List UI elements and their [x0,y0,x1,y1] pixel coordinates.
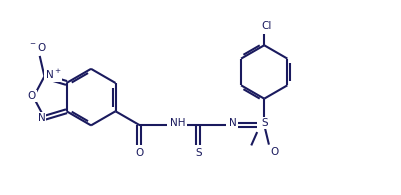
Text: Cl: Cl [260,21,271,31]
Text: N: N [228,118,236,129]
Text: O: O [270,147,278,157]
Text: $^-$O: $^-$O [28,41,47,53]
Text: S: S [194,148,201,158]
Text: S: S [260,118,267,129]
Text: NH: NH [170,118,185,129]
Text: N$^+$: N$^+$ [45,68,61,81]
Text: O: O [135,148,143,158]
Text: N: N [38,113,45,123]
Text: O: O [28,91,36,101]
